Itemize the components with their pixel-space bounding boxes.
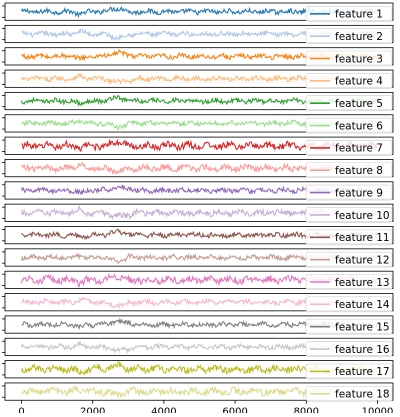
legend-box xyxy=(305,385,393,402)
legend-label: feature 1 xyxy=(335,9,383,21)
legend-label: feature 3 xyxy=(335,53,383,65)
legend-box xyxy=(305,229,393,246)
legend-box xyxy=(305,117,393,134)
x-tick-label: 4000 xyxy=(151,406,176,413)
legend-label: feature 13 xyxy=(335,277,390,289)
x-tick-label: 2000 xyxy=(80,406,105,413)
legend-label: feature 14 xyxy=(335,299,390,311)
legend-label: feature 16 xyxy=(335,344,390,356)
legend-box xyxy=(305,274,393,290)
legend-box xyxy=(305,251,393,268)
legend-box xyxy=(305,50,393,67)
legend-box xyxy=(305,318,393,335)
panel-frame xyxy=(4,270,394,289)
panel-frame xyxy=(4,181,394,200)
legend-label: feature 9 xyxy=(335,187,383,199)
legend-label: feature 15 xyxy=(335,322,390,334)
legend-box xyxy=(305,73,393,89)
legend-label: feature 7 xyxy=(335,143,383,155)
legend-label: feature 4 xyxy=(335,76,383,88)
legend-box xyxy=(305,184,393,201)
legend-box xyxy=(305,140,393,156)
legend-box xyxy=(305,363,393,380)
legend-box xyxy=(305,296,393,313)
x-tick-label: 8000 xyxy=(294,406,319,413)
panel-frame xyxy=(4,226,394,245)
legend-label: feature 2 xyxy=(335,31,383,43)
legend-box xyxy=(305,341,393,357)
x-tick-label: 10000 xyxy=(362,406,394,413)
panel-frame xyxy=(4,69,394,88)
legend-label: feature 6 xyxy=(335,120,383,132)
legend-label: feature 17 xyxy=(335,366,390,378)
legend-label: feature 5 xyxy=(335,98,383,110)
panel-frame xyxy=(4,337,394,356)
legend-label: feature 12 xyxy=(335,254,390,266)
legend-label: feature 11 xyxy=(335,232,390,244)
legend-box xyxy=(305,28,393,44)
panel-frame xyxy=(4,114,394,133)
legend-box xyxy=(305,95,393,111)
legend-label: feature 18 xyxy=(335,389,390,401)
legend-label: feature 10 xyxy=(335,210,390,222)
legend-label: feature 8 xyxy=(335,165,383,177)
legend-box xyxy=(305,162,393,179)
x-tick-label: 6000 xyxy=(222,406,247,413)
x-tick-label: 0 xyxy=(18,406,24,413)
legend-box xyxy=(305,207,393,223)
legend-box xyxy=(305,6,393,22)
panel-frame xyxy=(4,159,394,178)
panel-frame xyxy=(4,360,394,379)
